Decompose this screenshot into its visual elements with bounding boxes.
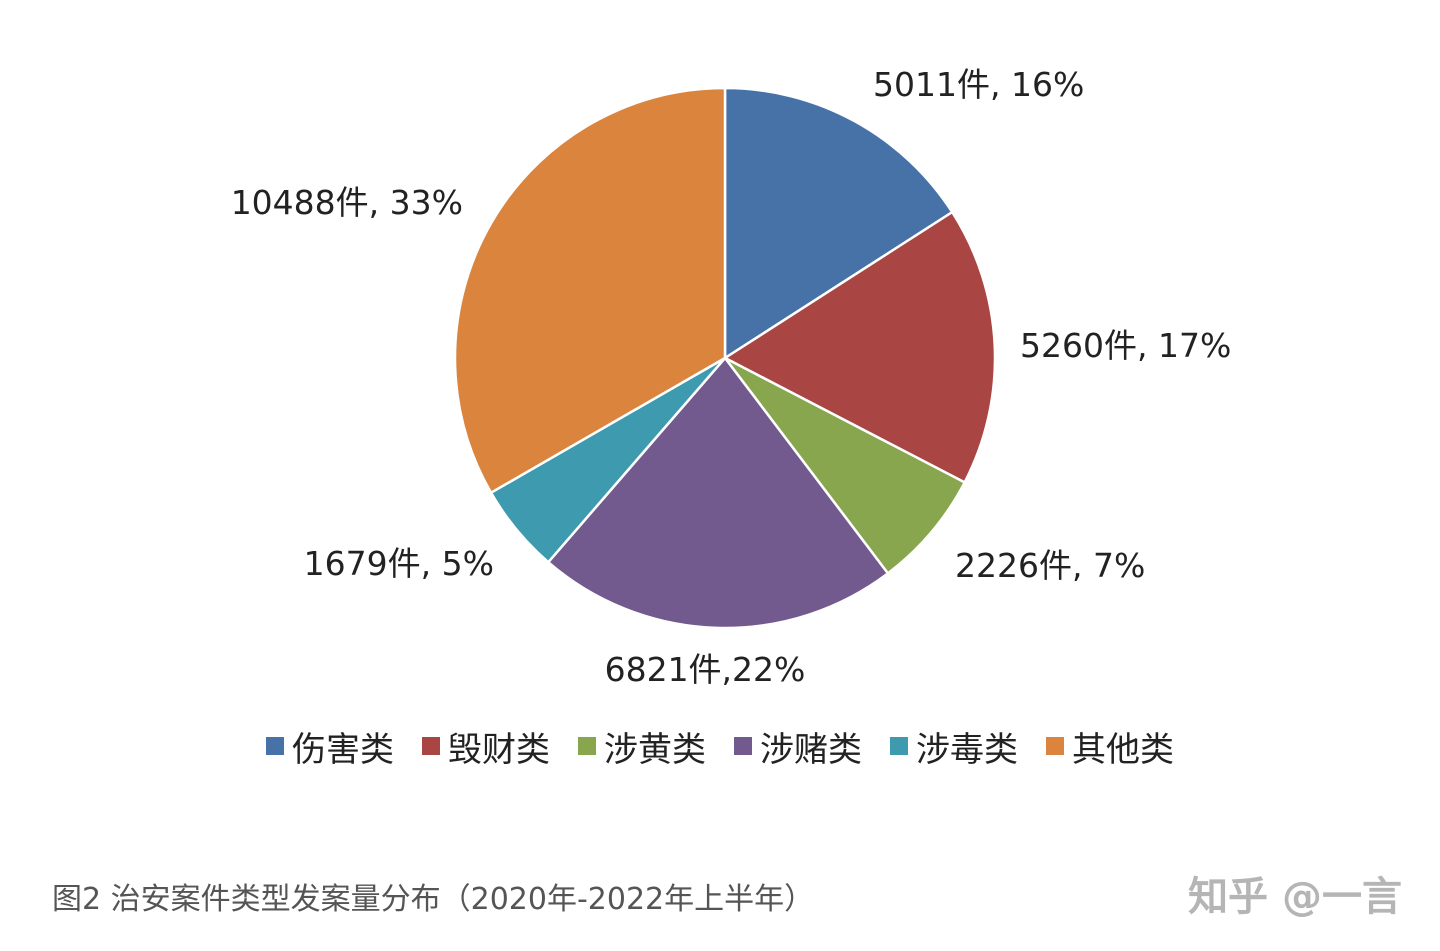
pie-slice-4 — [546, 356, 890, 630]
legend-label: 其他类 — [1072, 729, 1174, 770]
watermark: 知乎 @一言 — [1188, 874, 1402, 920]
legend-label: 涉黄类 — [604, 729, 706, 770]
slice-data-label: 10488件, 33% — [231, 183, 463, 222]
legend-label: 涉毒类 — [916, 729, 1018, 770]
figure-caption: 图2 治安案件类型发案量分布（2020年-2022年上半年） — [52, 882, 815, 917]
legend-item: 涉毒类 — [890, 722, 1018, 771]
legend-label: 毁财类 — [448, 729, 550, 770]
legend-label: 伤害类 — [292, 729, 394, 770]
chart-legend: 伤害类 毁财类 涉黄类 涉赌类 涉毒类 其他类 — [0, 718, 1440, 774]
legend-item: 涉赌类 — [734, 722, 862, 771]
legend-item: 毁财类 — [422, 722, 550, 771]
pie-slice-2 — [722, 210, 997, 485]
slice-data-label: 1679件, 5% — [304, 544, 494, 583]
legend-swatch — [422, 737, 440, 755]
pie-slice-3 — [724, 356, 967, 576]
legend-item: 伤害类 — [266, 722, 394, 771]
legend-swatch — [266, 737, 284, 755]
pie-slice-1 — [723, 86, 954, 361]
slice-data-label: 5260件, 17% — [1020, 326, 1231, 365]
legend-swatch — [890, 737, 908, 755]
slice-data-label: 2226件, 7% — [955, 546, 1145, 585]
legend-swatch — [734, 737, 752, 755]
legend-label: 涉赌类 — [760, 729, 862, 770]
legend-item: 涉黄类 — [578, 722, 706, 771]
slice-data-label: 6821件,22% — [605, 650, 806, 689]
legend-swatch — [578, 737, 596, 755]
pie-slice-6 — [453, 86, 727, 495]
legend-item: 其他类 — [1046, 722, 1174, 771]
slice-data-label: 5011件, 16% — [873, 65, 1084, 104]
legend-swatch — [1046, 737, 1064, 755]
